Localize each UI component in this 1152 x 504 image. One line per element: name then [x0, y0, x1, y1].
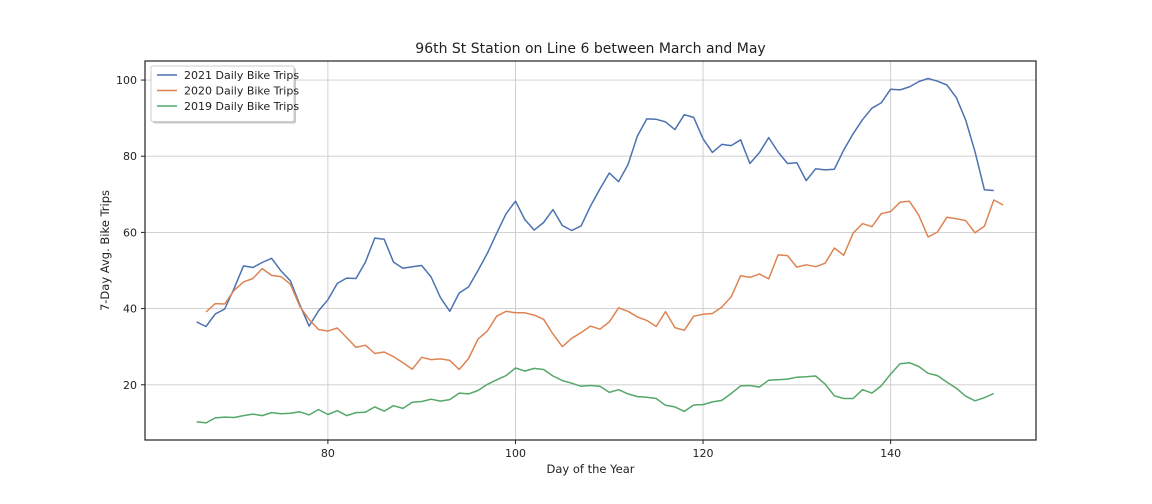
- y-tick-label: 20: [123, 379, 137, 392]
- y-axis-ticks: 20 40 60 80 100: [116, 74, 145, 392]
- y-axis-label: 7-Day Avg. Bike Trips: [98, 190, 112, 311]
- x-tick-label: 120: [693, 447, 714, 460]
- x-tick-label: 140: [880, 447, 901, 460]
- series-lines: [196, 77, 1004, 424]
- legend-label: 2019 Daily Bike Trips: [184, 100, 299, 113]
- chart-title: 96th St Station on Line 6 between March …: [415, 41, 765, 57]
- series-line: [205, 199, 1004, 371]
- series-line: [196, 361, 995, 424]
- y-tick-label: 40: [123, 303, 137, 316]
- legend: 2021 Daily Bike Trips 2020 Daily Bike Tri…: [150, 65, 299, 124]
- y-tick-label: 80: [123, 150, 137, 163]
- legend-label: 2020 Daily Bike Trips: [184, 85, 299, 98]
- x-tick-label: 80: [321, 447, 335, 460]
- y-tick-label: 100: [116, 74, 137, 87]
- legend-label: 2021 Daily Bike Trips: [184, 69, 299, 82]
- legend-box: [150, 65, 295, 122]
- x-axis-ticks: 80 100 120 140: [321, 440, 901, 460]
- y-tick-label: 60: [123, 226, 137, 239]
- x-tick-label: 100: [505, 447, 526, 460]
- series-line: [196, 77, 994, 328]
- x-axis-label: Day of the Year: [547, 462, 635, 476]
- plot-area-frame: [144, 60, 1037, 441]
